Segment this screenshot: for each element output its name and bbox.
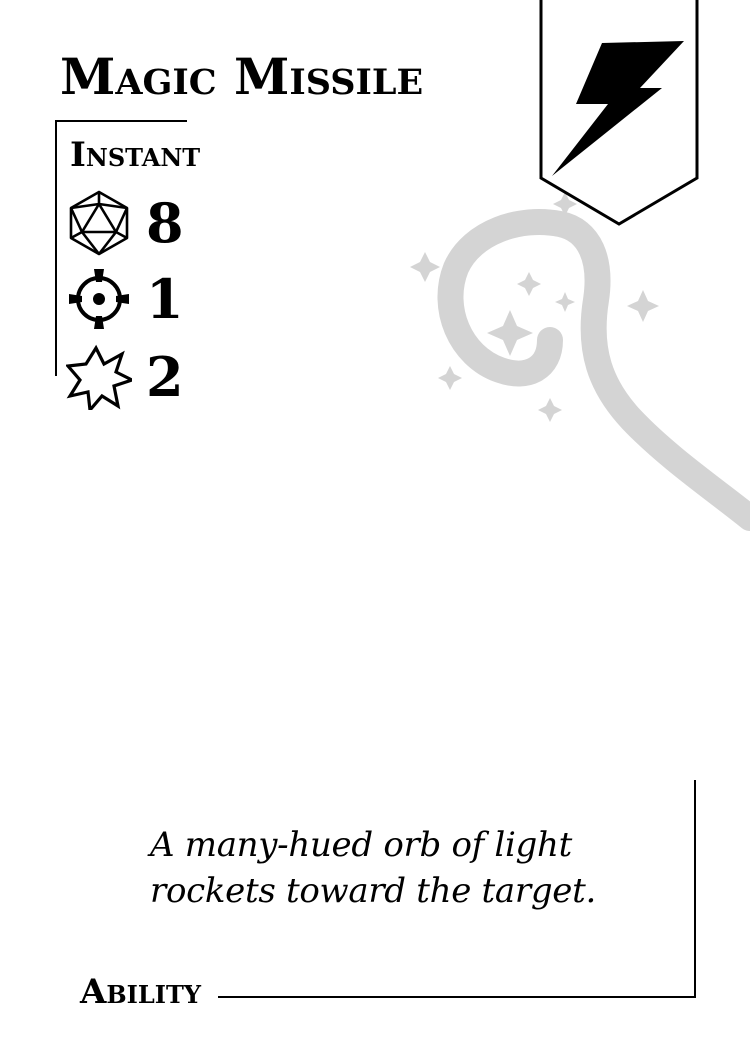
impact-value: 2 <box>146 345 184 409</box>
range-value: 1 <box>146 267 184 331</box>
speed-label: Instant <box>70 135 201 175</box>
dice-value: 8 <box>146 191 184 255</box>
stats-bracket <box>55 120 187 376</box>
lightning-bolt-icon <box>552 41 684 176</box>
crosshair-target-icon <box>69 269 129 329</box>
card-title: Magic Missile <box>60 47 424 106</box>
card-type-label: Ability <box>80 975 207 1009</box>
starburst-impact-icon <box>66 344 132 410</box>
wand-sparkles-art <box>410 192 750 531</box>
type-banner <box>539 0 699 226</box>
stat-row-dice: 8 <box>66 190 206 258</box>
stat-row-impact: 2 <box>66 344 206 412</box>
flavor-text: A many-hued orb of light rockets toward … <box>150 825 596 911</box>
d20-dice-icon <box>69 190 129 256</box>
stat-row-range: 1 <box>66 266 206 334</box>
flavor-frame <box>218 780 696 998</box>
